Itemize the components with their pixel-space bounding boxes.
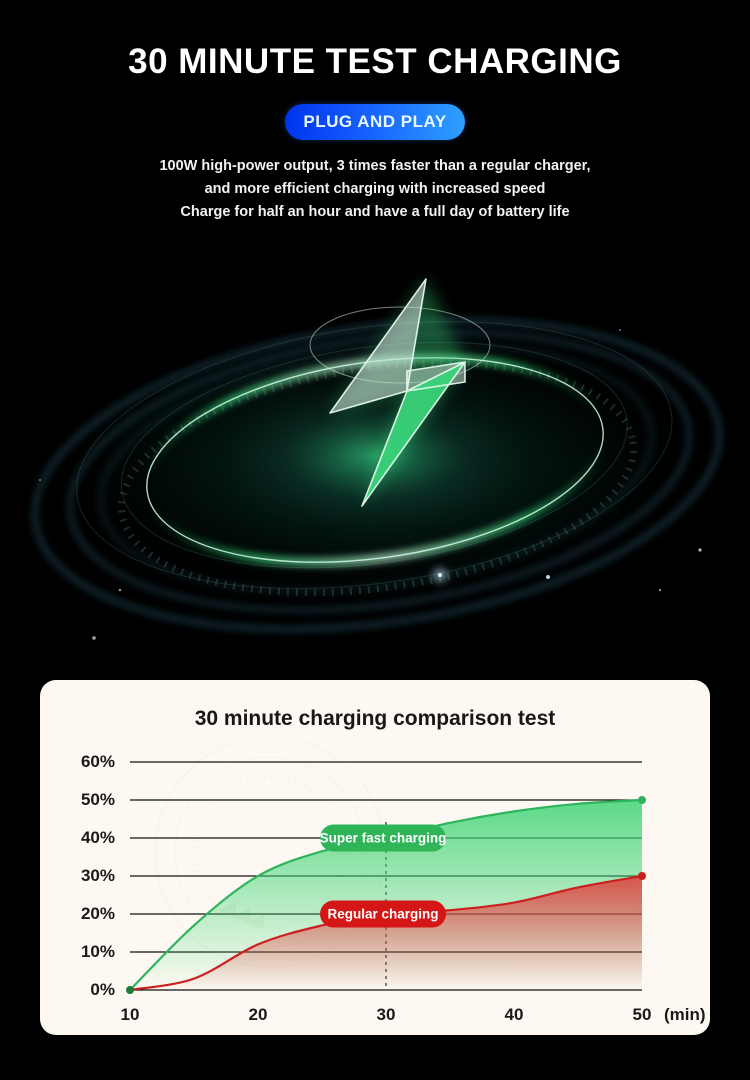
svg-text:0%: 0% — [90, 980, 115, 999]
svg-text:10%: 10% — [81, 942, 115, 961]
svg-text:40%: 40% — [81, 828, 115, 847]
svg-text:Regular charging: Regular charging — [327, 907, 438, 922]
svg-text:40: 40 — [505, 1005, 524, 1024]
svg-text:Super fast charging: Super fast charging — [320, 831, 447, 846]
svg-text:30: 30 — [377, 1005, 396, 1024]
svg-text:20%: 20% — [81, 904, 115, 923]
svg-text:60%: 60% — [81, 752, 115, 771]
svg-text:10: 10 — [121, 1005, 140, 1024]
svg-text:50%: 50% — [81, 790, 115, 809]
svg-text:50: 50 — [633, 1005, 652, 1024]
svg-text:30%: 30% — [81, 866, 115, 885]
svg-text:20: 20 — [249, 1005, 268, 1024]
svg-text:(min): (min) — [664, 1005, 706, 1024]
